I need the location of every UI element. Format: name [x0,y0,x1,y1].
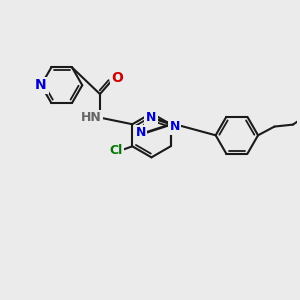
Text: N: N [146,111,156,124]
Text: N: N [35,78,47,92]
Text: N: N [136,126,146,140]
Text: O: O [112,71,124,85]
Text: Cl: Cl [110,144,123,157]
Text: HN: HN [81,111,101,124]
Text: N: N [169,120,180,133]
